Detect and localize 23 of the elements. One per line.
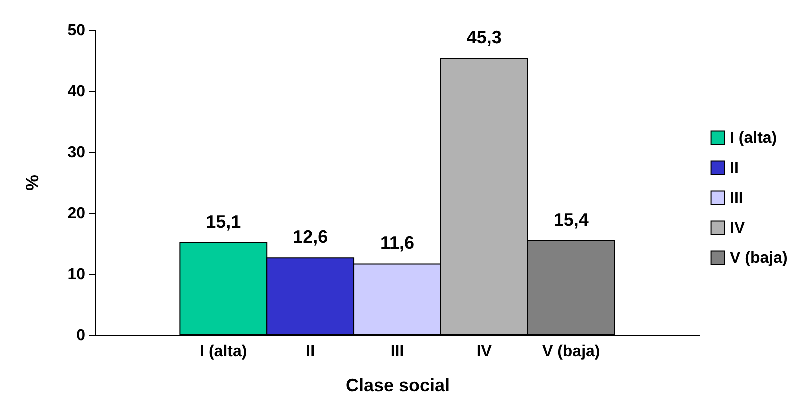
y-tick-label: 30 [68,144,86,162]
legend-label: III [730,190,744,207]
data-label: 15,1 [206,212,242,232]
legend-label: II [730,160,739,177]
x-axis-title: Clase social [346,376,450,396]
y-tick-label: 40 [68,84,86,100]
y-tick-label: 0 [76,328,86,344]
x-tick-label: V (baja) [542,344,600,360]
x-tick-label: II [306,344,316,360]
data-label: 11,6 [380,233,415,254]
y-tick-label: 20 [68,206,86,222]
legend-label: V (baja) [730,250,788,267]
x-tick-label: I (alta) [200,344,248,360]
data-label: 45,3 [466,28,502,48]
x-tick-label: III [390,344,404,360]
legend-label: IV [730,220,746,237]
data-label: 12,6 [293,227,328,248]
x-tick-label: IV [476,344,492,360]
y-tick-label: 50 [68,22,86,40]
y-axis-title: % [22,174,43,192]
data-label: 15,4 [554,210,589,230]
legend-label: I (alta) [730,130,778,147]
y-tick-label: 10 [68,266,86,284]
